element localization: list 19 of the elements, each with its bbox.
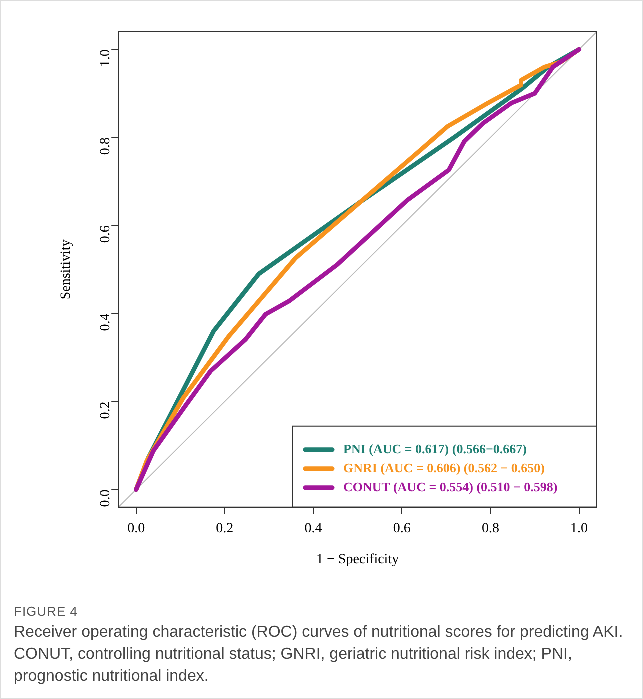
y-tick-label: 0.0 xyxy=(98,490,114,508)
x-tick-label: 1.0 xyxy=(570,521,588,536)
legend-label: PNI (AUC = 0.617) (0.566−0.667) xyxy=(344,441,527,456)
x-axis-title: 1 − Specificity xyxy=(316,552,400,568)
x-tick-label: 0.4 xyxy=(304,521,322,536)
y-tick-label: 1.0 xyxy=(98,50,114,68)
x-tick-label: 0.2 xyxy=(216,521,234,536)
y-tick-label: 0.4 xyxy=(98,314,114,332)
y-tick-label: 0.2 xyxy=(98,402,114,420)
caption: FIGURE 4 xyxy=(14,604,78,619)
y-tick-label: 0.6 xyxy=(98,226,114,244)
y-axis-title: Sensitivity xyxy=(59,240,74,300)
legend-label: GNRI (AUC = 0.606) (0.562 − 0.650) xyxy=(344,460,546,476)
text: Receiver operating characteristic (ROC) curves of nutritional scores for predicting AKI. CONUT, controlling nutritional status; GNRI, geriatric nutritional risk index; PNI, prognostic nutritional index. xyxy=(14,623,624,687)
x-tick-label: 0.6 xyxy=(393,521,411,536)
x-tick-label: 0.0 xyxy=(128,521,146,536)
y-tick-label: 0.8 xyxy=(98,138,114,156)
x-tick-label: 0.8 xyxy=(482,521,500,536)
legend-label: CONUT (AUC = 0.554) (0.510 − 0.598) xyxy=(344,479,558,494)
